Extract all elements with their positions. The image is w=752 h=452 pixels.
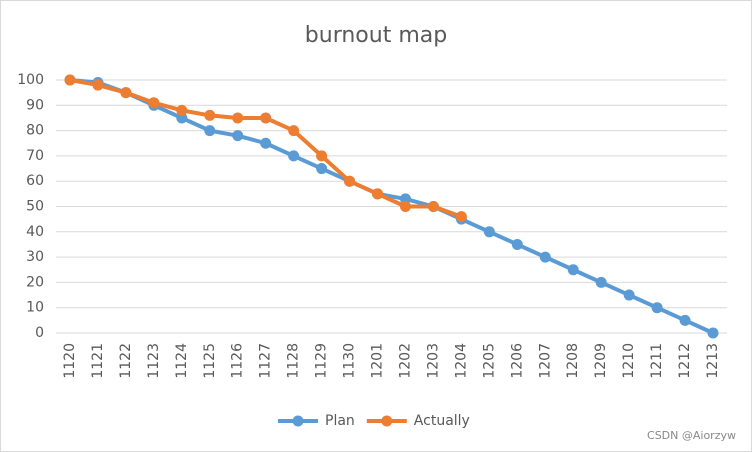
point: [64, 74, 76, 86]
y-tick-label: 40: [26, 224, 44, 240]
x-tick-label: 1212: [677, 343, 693, 379]
point: [92, 79, 104, 91]
point: [260, 112, 272, 124]
x-tick-label: 1126: [230, 343, 246, 379]
x-tick-label: 1211: [649, 343, 665, 379]
point: [707, 327, 719, 339]
point: [511, 238, 523, 250]
x-tick-label: 1203: [425, 343, 441, 379]
x-tick-label: 1204: [453, 343, 469, 379]
point: [539, 251, 551, 263]
y-tick-label: 100: [17, 72, 44, 88]
y-tick-label: 80: [26, 123, 44, 139]
x-tick-label: 1206: [509, 343, 525, 379]
y-tick-label: 60: [26, 173, 44, 189]
x-tick-label: 1205: [481, 343, 497, 379]
x-tick-label: 1129: [314, 343, 330, 379]
point: [260, 137, 272, 149]
point: [316, 163, 328, 175]
point: [427, 201, 439, 212]
point: [288, 150, 300, 162]
x-tick-label: 1124: [174, 343, 190, 379]
point: [232, 112, 244, 124]
x-tick-label: 1130: [342, 343, 358, 379]
x-tick-label: 1202: [397, 343, 413, 379]
y-tick-label: 50: [26, 199, 44, 215]
y-tick-label: 90: [26, 97, 44, 113]
watermark: CSDN @Aiorzyw: [647, 429, 736, 442]
point: [232, 130, 244, 142]
legend-label: Plan: [325, 413, 355, 429]
point: [567, 264, 579, 276]
point: [372, 188, 384, 200]
y-tick-label: 20: [26, 274, 44, 290]
point: [316, 150, 328, 162]
x-tick-label: 1208: [565, 343, 581, 379]
point: [455, 211, 467, 223]
point: [148, 97, 160, 109]
point: [651, 302, 663, 314]
point: [288, 125, 300, 137]
x-tick-label: 1122: [118, 343, 134, 379]
x-tick-label: 1125: [202, 343, 218, 379]
legend-label: Actually: [414, 413, 470, 429]
point: [204, 125, 216, 137]
point: [120, 87, 132, 99]
point: [176, 104, 188, 116]
point: [399, 193, 411, 205]
legend-marker: [381, 415, 393, 427]
x-tick-label: 1128: [286, 343, 302, 379]
x-tick-label: 1120: [62, 343, 78, 379]
x-tick-label: 1210: [621, 343, 637, 379]
x-tick-label: 1213: [705, 343, 721, 379]
x-tick-label: 1127: [258, 343, 274, 379]
y-tick-label: 70: [26, 148, 44, 164]
x-tick-label: 1121: [90, 343, 106, 379]
x-tick-label: 1209: [593, 343, 609, 379]
point: [399, 201, 411, 212]
point: [176, 112, 188, 124]
x-tick-label: 1207: [537, 343, 553, 379]
point: [483, 226, 495, 238]
y-tick-label: 10: [26, 300, 44, 316]
y-tick-label: 0: [35, 325, 44, 341]
point: [679, 314, 691, 326]
y-tick-label: 30: [26, 249, 44, 265]
point: [204, 109, 216, 121]
chart-title: burnout map: [305, 23, 447, 48]
x-tick-label: 1201: [370, 343, 386, 379]
point: [595, 276, 607, 288]
legend-marker: [292, 415, 304, 427]
x-tick-label: 1123: [146, 343, 162, 379]
point: [344, 175, 356, 187]
point: [623, 289, 635, 301]
